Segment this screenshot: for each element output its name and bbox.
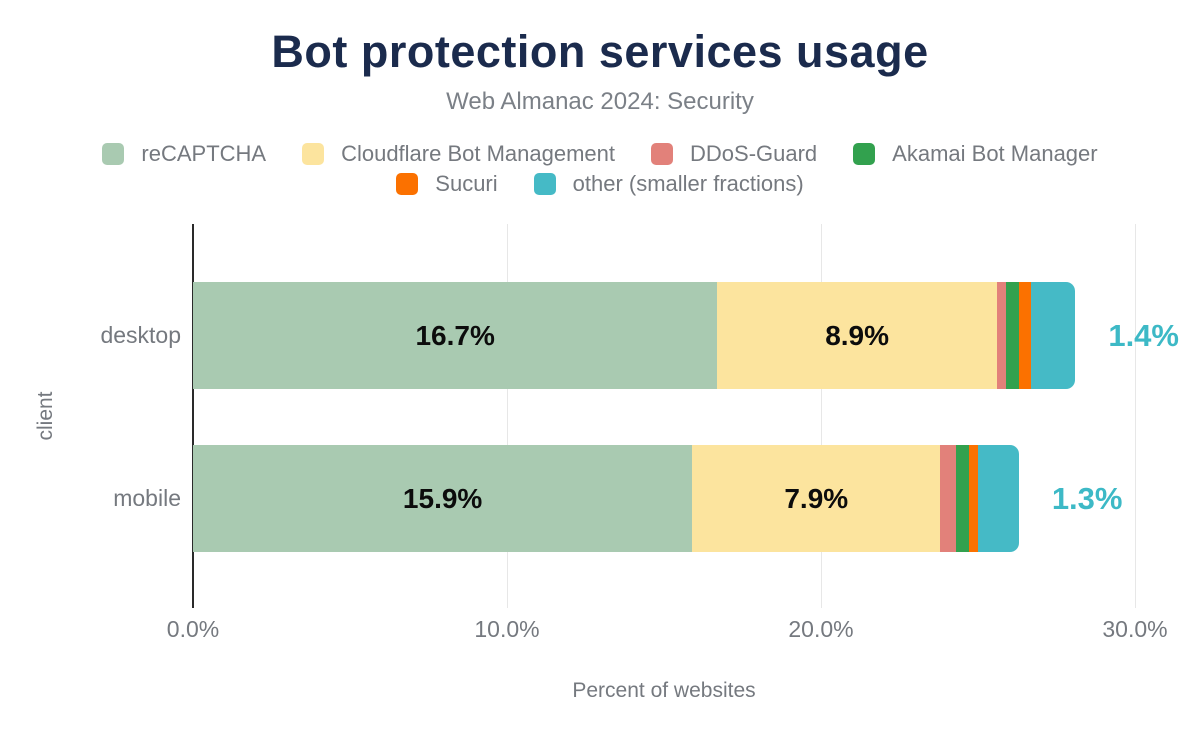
legend-swatch-icon (302, 143, 325, 165)
legend-row: reCAPTCHA Cloudflare Bot Management DDoS-G… (102, 141, 1098, 167)
bar-segment-mobile-ddos-guard[interactable] (940, 445, 956, 552)
gridline-30 (1134, 224, 1136, 608)
bar-segment-desktop-cloudflare-bot-management[interactable]: 8.9% (717, 282, 997, 389)
bar-segment-desktop-other-smaller-fractions[interactable] (1031, 282, 1076, 389)
legend-swatch-icon (853, 143, 876, 165)
gridline-10 (506, 224, 508, 608)
segment-value-label: 7.9% (784, 482, 849, 514)
segment-value-label: 8.9% (825, 319, 890, 351)
legend-item-ddos-guard: DDoS-Guard (651, 141, 817, 167)
legend-label: reCAPTCHA (141, 141, 267, 166)
chart-subtitle: Web Almanac 2024: Security (446, 88, 754, 115)
bar-segment-desktop-recaptcha[interactable]: 16.7% (193, 282, 718, 389)
y-axis-line (192, 224, 194, 608)
legend-item-other-smaller-fractions: other (smaller fractions) (533, 171, 804, 197)
legend-swatch-icon (651, 143, 674, 165)
x-tick-label-30: 30.0% (1102, 616, 1168, 642)
legend-item-recaptcha: reCAPTCHA (102, 141, 266, 167)
legend-swatch-icon (102, 143, 125, 165)
bar-segment-mobile-sucuri[interactable] (968, 445, 978, 552)
legend-label: Sucuri (435, 171, 498, 196)
bar-segment-desktop-sucuri[interactable] (1018, 282, 1032, 389)
gridline-20 (820, 224, 822, 608)
legend-label: Cloudflare Bot Management (341, 141, 616, 166)
legend-label: DDoS-Guard (690, 141, 818, 166)
bar-segment-desktop-ddos-guard[interactable] (996, 282, 1007, 389)
legend: reCAPTCHA Cloudflare Bot Management DDoS-G… (0, 141, 1200, 197)
segment-value-label: 15.9% (402, 482, 483, 514)
legend-swatch-icon (396, 173, 419, 195)
bar-end-value-label-mobile: 1.3% (1051, 480, 1123, 516)
segment-value-label: 16.7% (415, 319, 495, 351)
category-label-mobile: mobile (113, 485, 181, 511)
x-tick-label-10: 10.0% (474, 616, 540, 642)
bar-segment-mobile-cloudflare-bot-management[interactable]: 7.9% (692, 445, 941, 552)
bar-segment-desktop-akamai-bot-manager[interactable] (1006, 282, 1019, 389)
bar-segment-mobile-recaptcha[interactable]: 15.9% (193, 445, 693, 552)
legend-row: Sucuri other (smaller fractions) (396, 171, 804, 197)
bar-segment-mobile-akamai-bot-manager[interactable] (956, 445, 969, 552)
legend-label: Akamai Bot Manager (892, 141, 1098, 166)
y-axis-title: client (34, 391, 57, 441)
legend-item-sucuri: Sucuri (396, 171, 498, 197)
legend-item-cloudflare-bot-management: Cloudflare Bot Management (302, 141, 615, 167)
legend-swatch-icon (533, 173, 556, 195)
category-label-desktop: desktop (100, 322, 181, 348)
x-tick-label-20: 20.0% (788, 616, 854, 642)
x-axis-title: Percent of websites (572, 679, 756, 702)
bar-end-value-label-desktop: 1.4% (1108, 317, 1179, 353)
bar-segment-mobile-other-smaller-fractions[interactable] (978, 445, 1019, 552)
legend-item-akamai-bot-manager: Akamai Bot Manager (853, 141, 1098, 167)
legend-label: other (smaller fractions) (572, 171, 804, 196)
x-tick-label-0: 0.0% (166, 616, 220, 642)
chart-title: Bot protection services usage (271, 26, 929, 77)
